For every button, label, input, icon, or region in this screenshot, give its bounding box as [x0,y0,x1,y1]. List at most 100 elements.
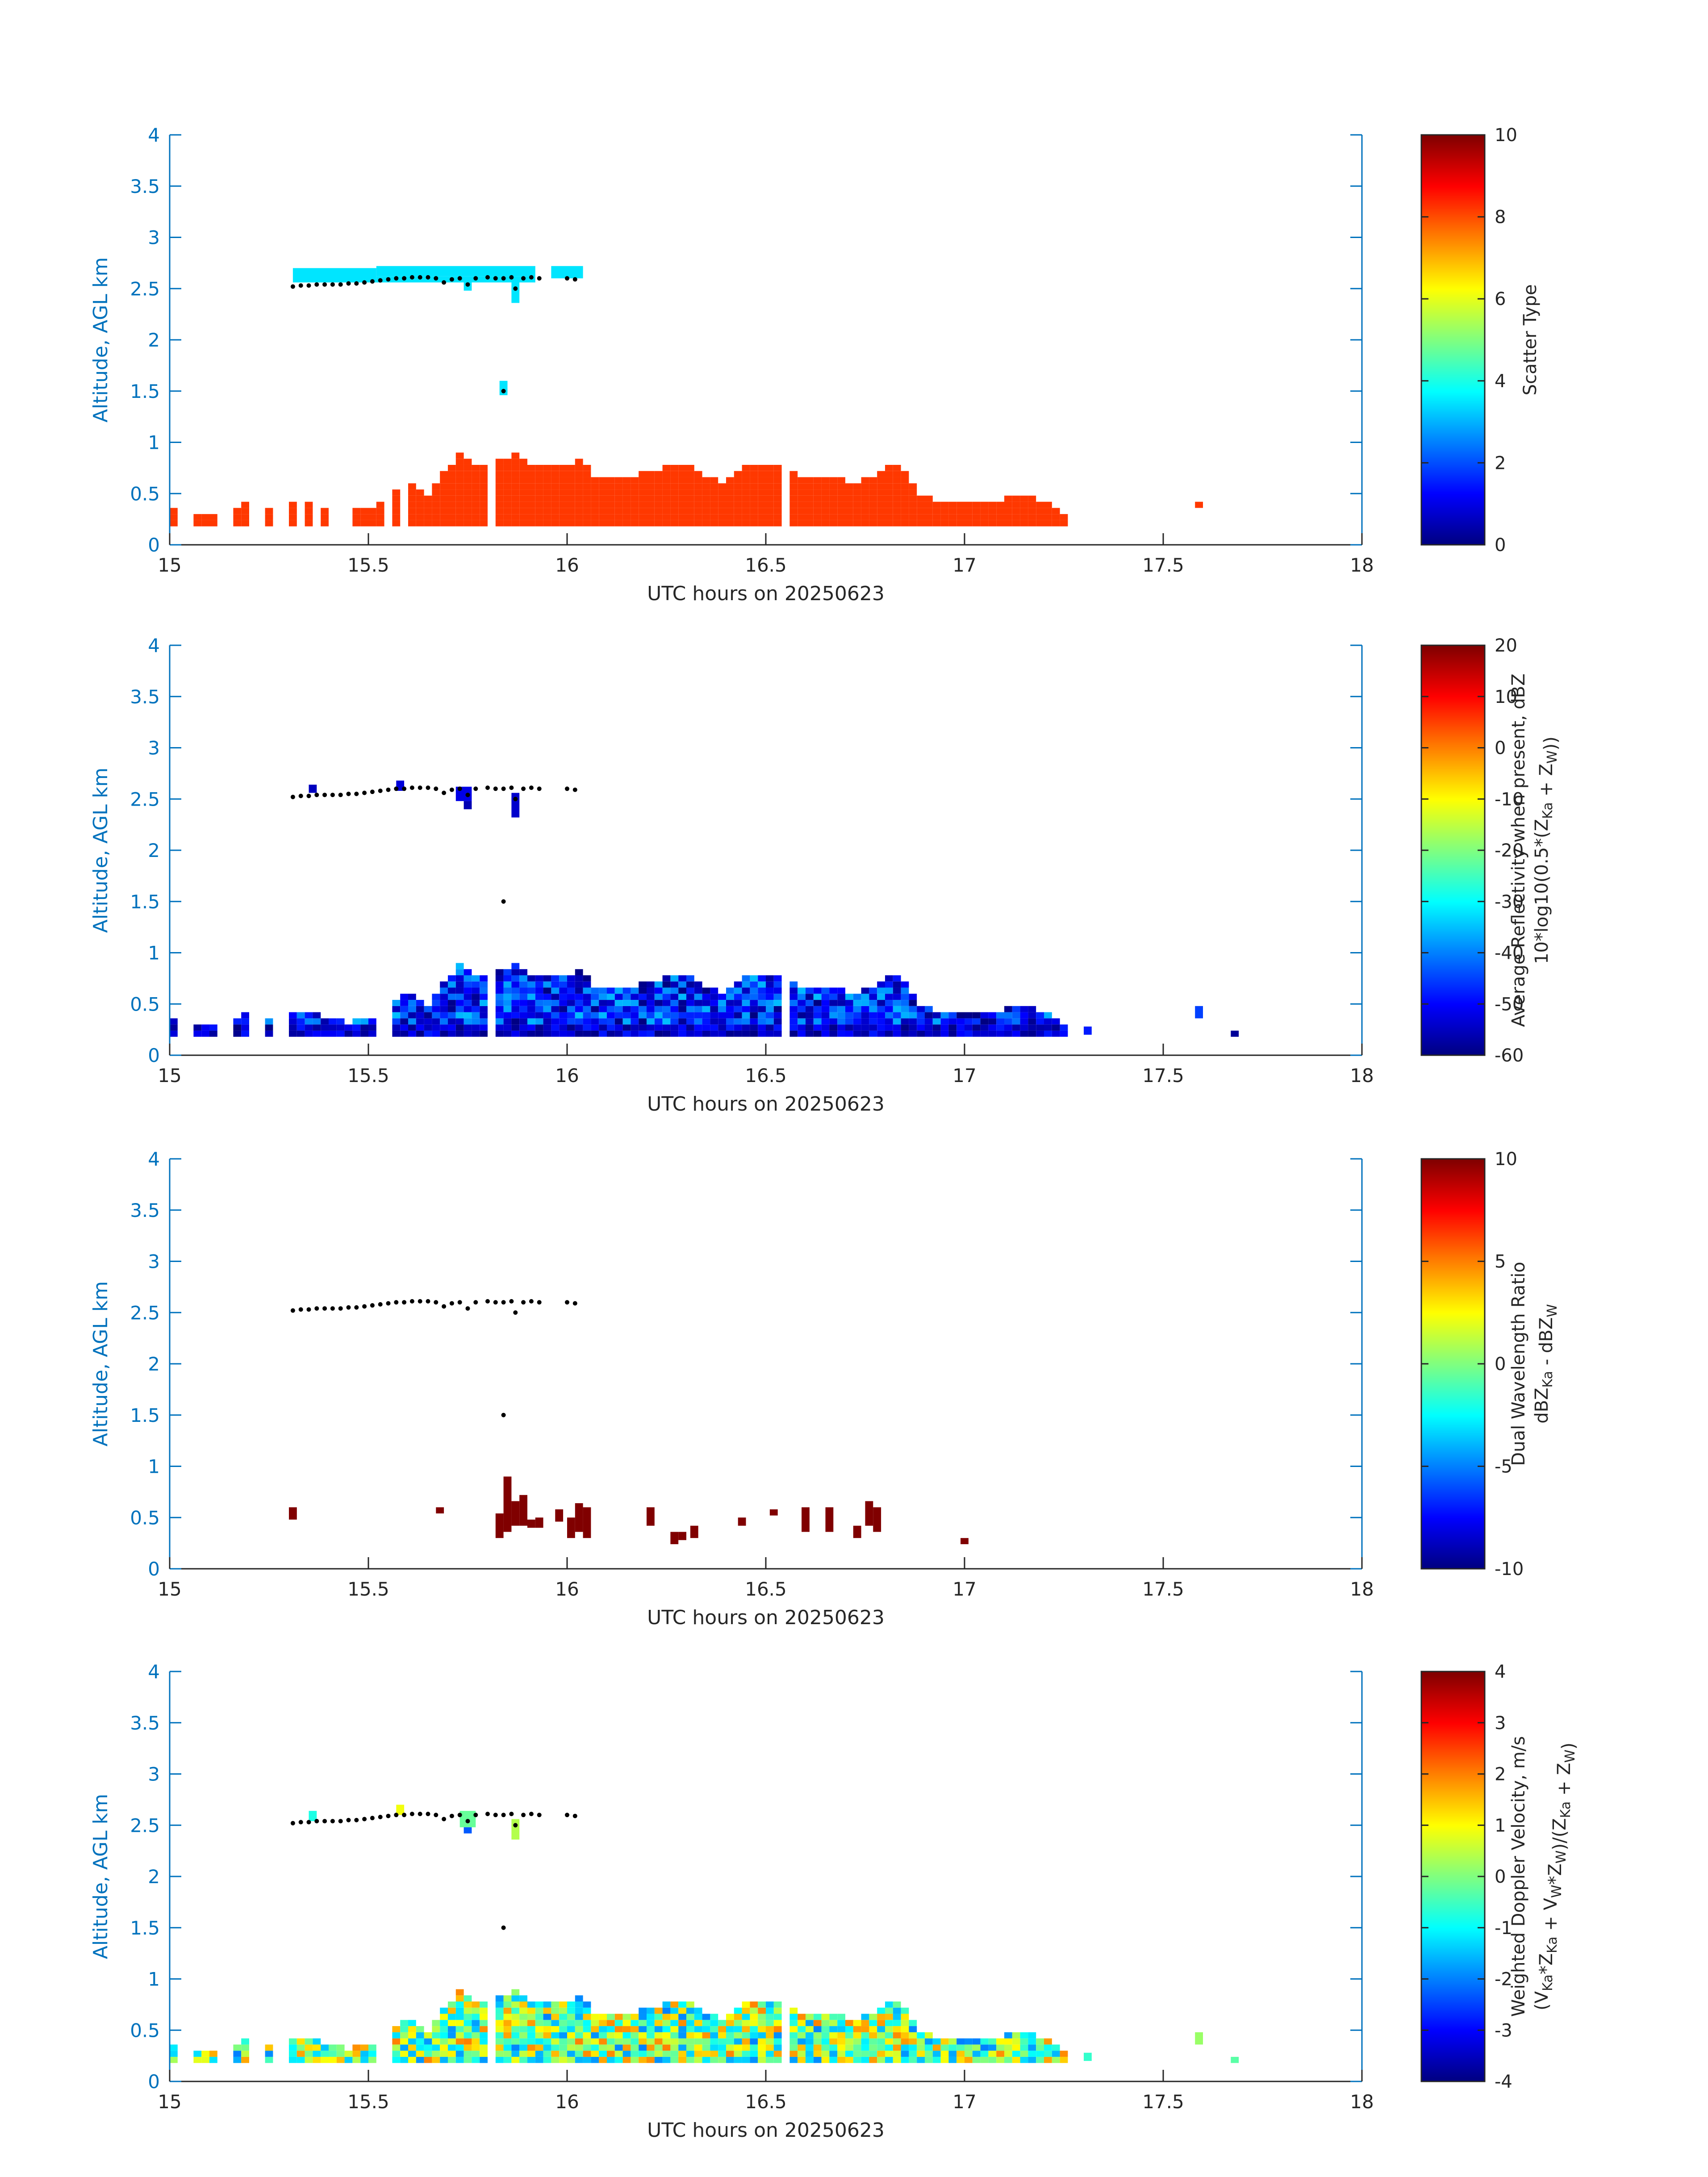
data-cell [996,2044,1004,2051]
colorbar-swatch [1421,384,1485,387]
data-cell [853,495,861,502]
data-cell [551,994,560,1000]
colorbar-swatch [1421,186,1485,188]
colorbar-swatch [1421,1849,1485,1851]
data-cell [289,1024,297,1031]
colorbar-swatch [1421,1969,1485,1972]
data-cell [917,495,925,502]
data-cell [766,994,774,1000]
data-cell [639,1000,647,1006]
colorbar-swatch [1421,1468,1485,1470]
data-cell [503,1030,512,1037]
data-cell [527,981,535,988]
data-cell [511,2026,520,2032]
data-cell [972,501,981,508]
data-cell [480,2001,488,2008]
data-cell [1020,495,1028,502]
colorbar-swatch [1421,1774,1485,1776]
data-cell [440,1012,448,1019]
data-cell [710,495,718,502]
data-cell [495,2020,504,2027]
data-cell [289,2038,297,2045]
data-cell [591,495,599,502]
colorbar-swatch [1421,1460,1485,1462]
data-cell [988,1018,997,1025]
colorbar-swatch [1421,2028,1485,2031]
colorbar-swatch [1421,1559,1485,1561]
data-cell [289,514,297,520]
colorbar-swatch [1421,352,1485,355]
data-cell [1028,2038,1036,2045]
data-cell [972,2056,981,2063]
data-cell [773,483,782,490]
data-cell [798,2026,806,2032]
data-cell [519,1030,527,1037]
data-cell [853,520,861,526]
data-cell [766,975,774,982]
data-cell [750,1030,758,1037]
data-cell [607,508,615,514]
colorbar-swatch [1421,1050,1485,1053]
colorbar-swatch [1421,906,1485,908]
data-cell [519,1495,527,1526]
data-cell [639,994,647,1000]
data-cell [289,1012,297,1019]
colorbar-swatch [1421,903,1485,905]
colorbar-swatch [1421,2009,1485,2012]
colorbar-swatch [1421,2046,1485,2048]
data-cell [948,520,957,526]
data-cell [1052,508,1060,514]
colorbar-swatch [1421,189,1485,192]
data-cell [543,987,551,994]
data-cell [408,2020,416,2027]
y-tick-label: 0 [148,2071,160,2093]
data-cell [654,1000,663,1006]
data-cell [209,1024,217,1031]
data-cell [798,994,806,1000]
colorbar-swatch [1421,1232,1485,1235]
data-cell [670,471,679,477]
data-cell [296,2051,305,2057]
x-tick-label: 15.5 [347,2091,389,2113]
data-cell [678,1012,686,1019]
data-cell [495,975,504,982]
data-cell [909,508,917,514]
colorbar-swatch [1421,1940,1485,1943]
data-cell [313,2044,321,2051]
data-cell [813,477,822,484]
colorbar-swatch [1421,226,1485,228]
data-cell [559,994,567,1000]
data-cell [813,1030,822,1037]
data-cell [392,1006,401,1012]
colorbar-swatch [1421,1343,1485,1345]
colorbar-swatch [1421,652,1485,654]
y-tick-label: 1 [148,432,160,454]
data-cell [678,2044,686,2051]
data-cell [885,489,893,496]
data-cell [527,464,535,471]
colorbar-swatch [1421,1951,1485,1954]
data-cell [631,1000,639,1006]
data-cell [432,508,440,514]
colorbar-swatch [1421,1992,1485,1994]
data-cell [519,483,527,490]
data-cell [233,1030,242,1037]
data-cell [726,508,734,514]
colorbar-swatch [1421,986,1485,989]
data-cell [766,2020,774,2027]
data-cell [718,2038,726,2045]
colorbar-swatch [1421,1176,1485,1178]
data-cell [591,2044,599,2051]
data-cell [559,2001,567,2008]
data-cell [511,1501,520,1526]
data-cell [1020,514,1028,520]
data-cell [654,2056,663,2063]
y-tick-label: 0.5 [130,993,160,1015]
data-cell [551,471,560,477]
data-cell [440,2014,448,2020]
data-cell [758,471,766,477]
colorbar-tick-label: -60 [1495,1045,1524,1066]
data-cell [480,1024,488,1031]
colorbar-swatch [1421,541,1485,544]
